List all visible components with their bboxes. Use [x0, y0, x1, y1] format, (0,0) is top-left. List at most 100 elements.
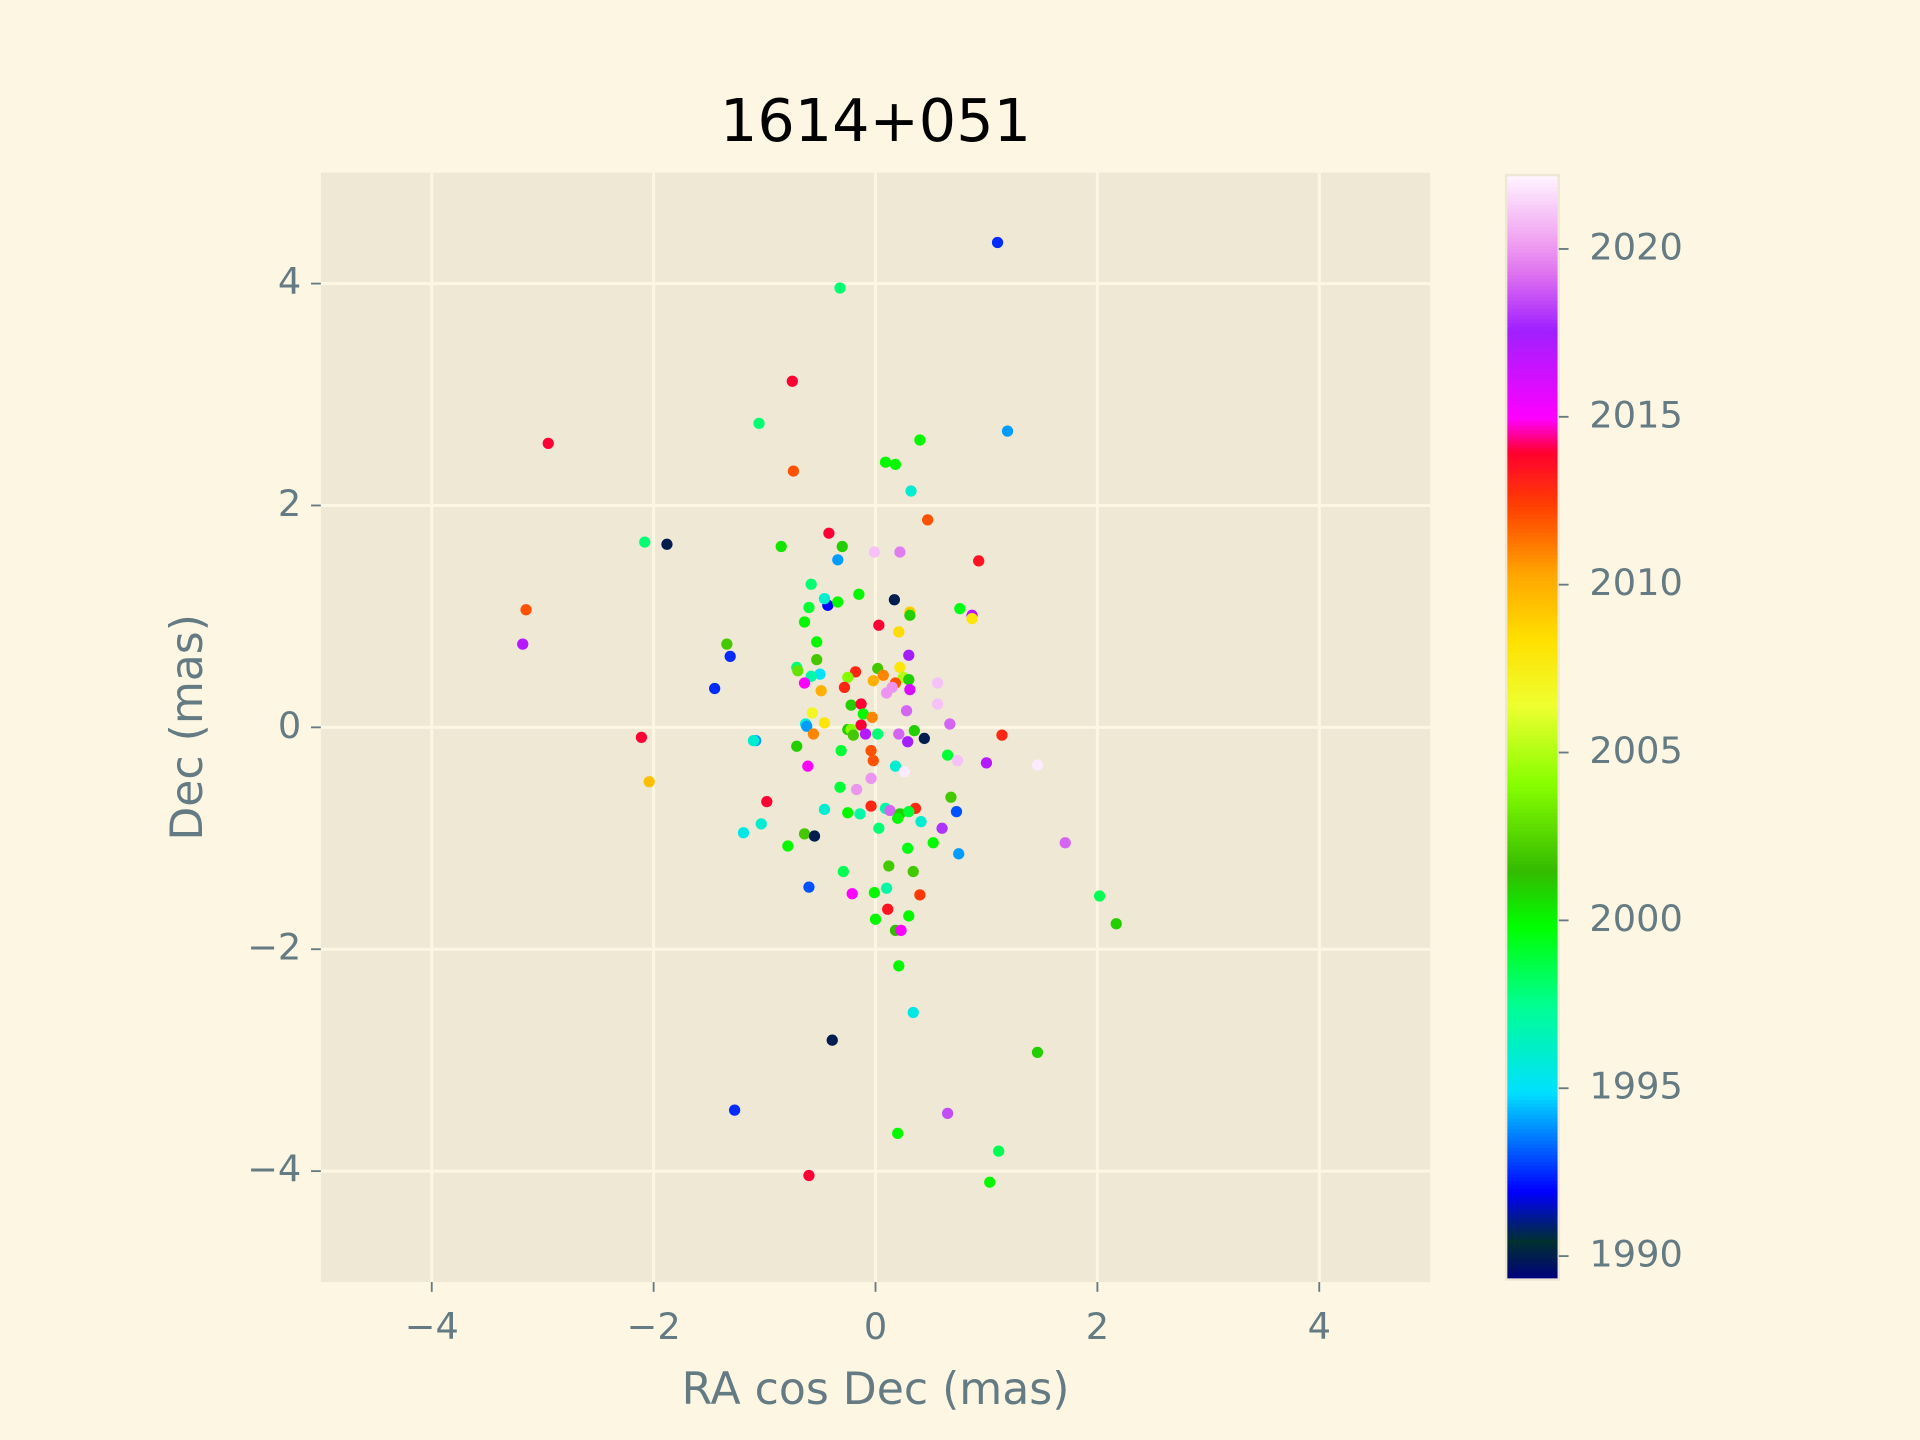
- colorbar-segment: [1506, 797, 1559, 802]
- point: [832, 554, 844, 566]
- colorbar-segment: [1506, 661, 1559, 666]
- colorbar-segment: [1506, 988, 1559, 994]
- colorbar-segment: [1506, 1043, 1559, 1049]
- colorbar-segment: [1506, 557, 1559, 563]
- colorbar-segment: [1506, 344, 1559, 349]
- colorbar-segment: [1506, 543, 1559, 548]
- colorbar-segment: [1506, 1172, 1559, 1178]
- colorbar-segment: [1506, 977, 1559, 983]
- point: [932, 698, 944, 710]
- colorbar-segment: [1506, 285, 1559, 290]
- point: [951, 754, 964, 767]
- point: [806, 707, 818, 719]
- point: [1031, 759, 1044, 771]
- point: [834, 282, 846, 294]
- point: [818, 593, 831, 605]
- colorbar-segment: [1506, 197, 1559, 202]
- point: [803, 881, 815, 893]
- colorbar-segment: [1506, 778, 1559, 784]
- point: [846, 888, 858, 900]
- colorbar-segment: [1506, 407, 1559, 412]
- point: [807, 728, 820, 740]
- point: [894, 546, 906, 558]
- point: [869, 913, 882, 925]
- chart-title: 1614+051: [720, 86, 1031, 155]
- colorbar-segment: [1506, 1268, 1559, 1273]
- point: [661, 538, 673, 550]
- colorbar-segment: [1506, 1036, 1559, 1042]
- point: [724, 650, 736, 662]
- point: [1059, 837, 1071, 849]
- point: [895, 924, 907, 936]
- colorbar-segment: [1506, 1264, 1559, 1270]
- y-tick-label: −2: [247, 926, 301, 969]
- point: [808, 830, 821, 842]
- colorbar-segment: [1506, 955, 1559, 961]
- x-tick-label: −4: [405, 1305, 459, 1348]
- point: [787, 465, 800, 477]
- colorbar-segment: [1506, 414, 1559, 419]
- colorbar-segment: [1506, 837, 1559, 843]
- point: [753, 417, 765, 430]
- y-tick-label: 0: [278, 704, 301, 747]
- point: [902, 736, 914, 748]
- colorbar-segment: [1506, 175, 1559, 180]
- colorbar-segment: [1506, 613, 1559, 618]
- point: [941, 1107, 954, 1120]
- colorbar-segment: [1506, 679, 1559, 684]
- colorbar-segment: [1506, 683, 1559, 688]
- colorbar-segment: [1506, 440, 1559, 445]
- point: [838, 681, 851, 694]
- colorbar-segment: [1506, 900, 1559, 905]
- point: [847, 729, 859, 741]
- point: [900, 705, 913, 717]
- colorbar-segment: [1506, 852, 1559, 857]
- colorbar-segment: [1506, 1183, 1559, 1189]
- colorbar-segment: [1506, 1250, 1559, 1255]
- colorbar-segment: [1506, 631, 1559, 637]
- point: [867, 754, 879, 767]
- colorbar-segment: [1506, 620, 1559, 625]
- colorbar-segment: [1506, 1102, 1559, 1108]
- colorbar-segment: [1506, 727, 1559, 732]
- colorbar-segment: [1506, 992, 1559, 997]
- colorbar-segment: [1506, 734, 1559, 740]
- colorbar-segment: [1506, 222, 1559, 228]
- colorbar-segment: [1506, 974, 1559, 979]
- colorbar-segment: [1506, 462, 1559, 467]
- point: [865, 800, 877, 812]
- colorbar-segment: [1506, 962, 1559, 968]
- colorbar-segment: [1506, 705, 1559, 710]
- point: [747, 735, 760, 747]
- colorbar-segment: [1506, 653, 1559, 659]
- colorbar-segment: [1506, 182, 1559, 187]
- colorbar-segment: [1506, 234, 1559, 239]
- colorbar-segment: [1506, 1220, 1559, 1226]
- colorbar-segment: [1506, 303, 1559, 309]
- colorbar-segment: [1506, 513, 1559, 519]
- point: [932, 677, 944, 689]
- colorbar-segment: [1506, 351, 1559, 357]
- point: [803, 1169, 815, 1182]
- colorbar-segment: [1506, 808, 1559, 813]
- point: [761, 796, 773, 808]
- colorbar-segment: [1506, 248, 1559, 254]
- point: [866, 711, 878, 723]
- colorbar-segment: [1506, 366, 1559, 371]
- colorbar-segment: [1506, 484, 1559, 489]
- colorbar-segment: [1506, 399, 1559, 405]
- colorbar-segment: [1506, 609, 1559, 614]
- point: [877, 669, 889, 681]
- point: [898, 766, 910, 778]
- colorbar-segment: [1506, 786, 1559, 791]
- colorbar-segment: [1506, 373, 1559, 379]
- colorbar-segment: [1506, 1040, 1559, 1045]
- point: [805, 578, 817, 590]
- colorbar-segment: [1506, 532, 1559, 537]
- point: [849, 666, 862, 678]
- colorbar-segment: [1506, 355, 1559, 360]
- point: [915, 816, 927, 828]
- colorbar-segment: [1506, 362, 1559, 368]
